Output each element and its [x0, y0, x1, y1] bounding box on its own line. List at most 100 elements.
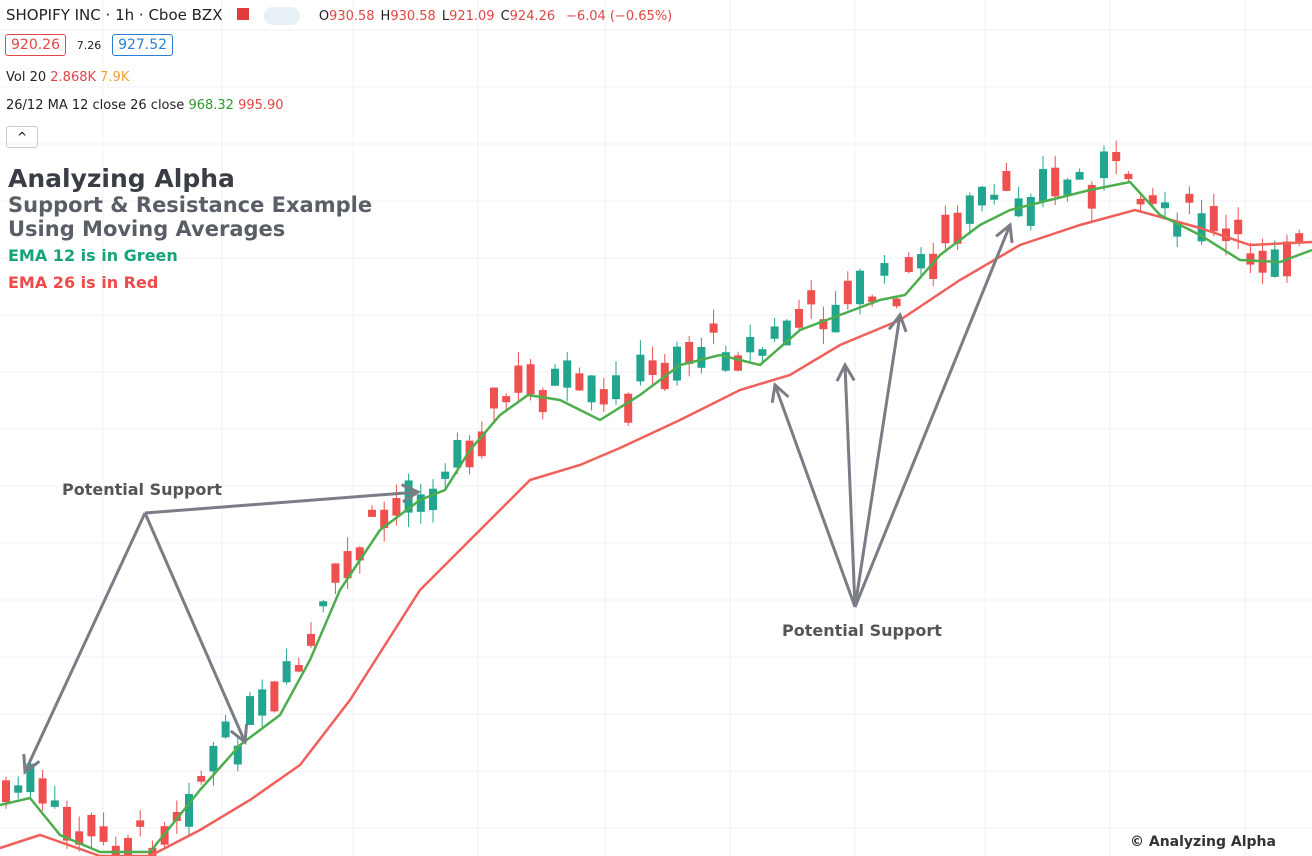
candle	[1246, 253, 1255, 265]
candle	[38, 778, 47, 804]
candle	[75, 831, 84, 845]
candle	[282, 661, 291, 683]
candle	[50, 800, 59, 807]
candle	[868, 296, 877, 302]
candle	[343, 551, 352, 579]
candle	[221, 721, 230, 738]
candle	[721, 352, 730, 371]
arrow-head	[400, 483, 422, 504]
candle	[904, 257, 913, 272]
candle	[1185, 193, 1194, 203]
candle	[636, 354, 645, 382]
candle	[758, 349, 767, 356]
candle	[490, 387, 498, 409]
candle	[1100, 151, 1108, 179]
arrow-head	[229, 723, 249, 745]
interval[interactable]: 1h	[115, 6, 135, 24]
candle	[929, 253, 938, 279]
candle	[453, 440, 462, 468]
candle	[1148, 195, 1157, 204]
ohlc-value: 930.58	[329, 9, 375, 24]
ma-legend: 26/12 MA 12 close 26 close 968.32 995.90	[6, 98, 284, 113]
candle	[734, 355, 742, 371]
arrow-head	[22, 753, 41, 775]
candle	[441, 471, 450, 479]
candle	[1026, 196, 1035, 226]
candle	[380, 509, 389, 528]
ema-12	[0, 180, 1312, 854]
ohlc-label: L	[441, 9, 450, 24]
note: EMA 26 is in Red	[8, 273, 159, 292]
candle	[26, 763, 35, 793]
candle	[63, 806, 71, 841]
volume-legend: Vol 20 2.868K 7.9K	[6, 70, 129, 85]
arrow-head	[887, 311, 908, 333]
copyright: © Analyzing Alpha	[1130, 834, 1276, 850]
candle	[258, 689, 267, 716]
vol-value: 2.868K	[50, 70, 97, 85]
candle	[2, 780, 10, 803]
arrow	[23, 512, 147, 773]
candle	[819, 319, 828, 330]
candle	[197, 775, 206, 782]
note: EMA 12 is in Green	[8, 246, 178, 265]
candle	[1161, 202, 1169, 209]
candle	[124, 838, 132, 856]
candle	[563, 360, 572, 388]
candle	[538, 390, 547, 413]
candle	[1075, 171, 1084, 180]
flag[interactable]	[237, 8, 250, 20]
candle	[1002, 171, 1011, 191]
candle	[648, 360, 657, 375]
candle	[831, 304, 840, 333]
ohlc-label: O	[318, 9, 330, 24]
symbol-bar: SHOPIFY INC · 1h · Cboe BZX O930.58 H930.…	[6, 6, 673, 25]
candle	[331, 563, 340, 583]
candle	[307, 633, 315, 646]
candle	[965, 195, 974, 224]
symbol[interactable]: SHOPIFY INC	[6, 6, 101, 24]
candle	[1270, 249, 1279, 277]
annotation: Potential Support	[62, 480, 222, 499]
candle	[978, 186, 986, 206]
candle	[148, 847, 157, 856]
arrow	[853, 224, 1012, 608]
candle	[355, 547, 364, 561]
arrow	[144, 490, 419, 515]
bid[interactable]: 920.26	[5, 34, 66, 56]
candle	[1124, 173, 1133, 180]
candle	[587, 375, 596, 403]
ma-value: 995.90	[238, 98, 284, 113]
candle	[1051, 167, 1060, 197]
candle	[1222, 228, 1230, 242]
change: −6.04 (−0.65%)	[565, 9, 673, 24]
candle	[514, 365, 523, 393]
status-pill[interactable]	[264, 6, 301, 25]
candle	[14, 785, 23, 793]
candle	[697, 346, 706, 368]
arrow-head	[995, 222, 1014, 244]
candle	[209, 745, 218, 772]
candle	[477, 431, 486, 457]
candle	[270, 681, 279, 712]
candle	[465, 440, 474, 468]
arrow	[843, 364, 857, 608]
candle	[892, 298, 901, 307]
candle	[1039, 169, 1047, 202]
candle	[990, 194, 999, 200]
spread: 7.26	[76, 39, 102, 52]
ask[interactable]: 927.52	[112, 34, 174, 56]
candle	[612, 375, 620, 400]
collapse-button[interactable]: ^	[6, 126, 38, 148]
candle	[575, 373, 584, 391]
candle	[294, 665, 303, 672]
candle	[1063, 179, 1072, 195]
candle	[807, 290, 816, 305]
candle	[185, 793, 193, 827]
candle	[526, 364, 535, 395]
candle	[843, 280, 852, 305]
candle	[1209, 206, 1218, 232]
candle	[673, 346, 681, 381]
candle	[770, 326, 779, 339]
